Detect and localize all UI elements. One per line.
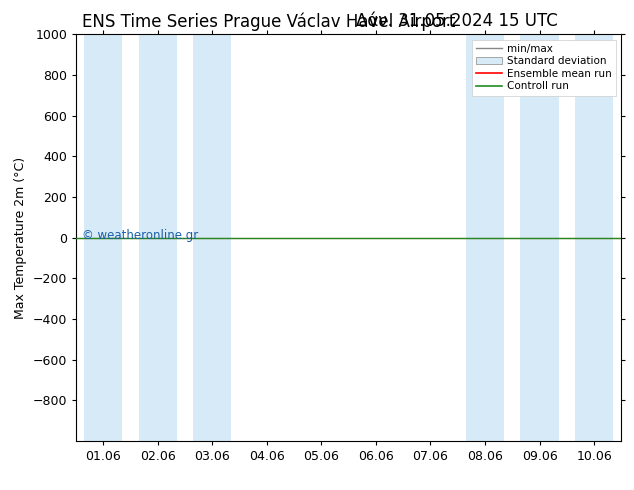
Text: Δάν. 31.05.2024 15 UTC: Δάν. 31.05.2024 15 UTC [356, 12, 558, 30]
Bar [193, 34, 231, 441]
Text: © weatheronline.gr: © weatheronline.gr [82, 229, 198, 242]
Bar [575, 34, 613, 441]
Bar [84, 34, 122, 441]
Y-axis label: Max Temperature 2m (°C): Max Temperature 2m (°C) [14, 157, 27, 318]
Bar [139, 34, 177, 441]
Bar [466, 34, 504, 441]
Text: ENS Time Series Prague Václav Havel Airport: ENS Time Series Prague Václav Havel Airp… [82, 12, 456, 31]
Bar [521, 34, 559, 441]
Legend: min/max, Standard deviation, Ensemble mean run, Controll run: min/max, Standard deviation, Ensemble me… [472, 40, 616, 96]
